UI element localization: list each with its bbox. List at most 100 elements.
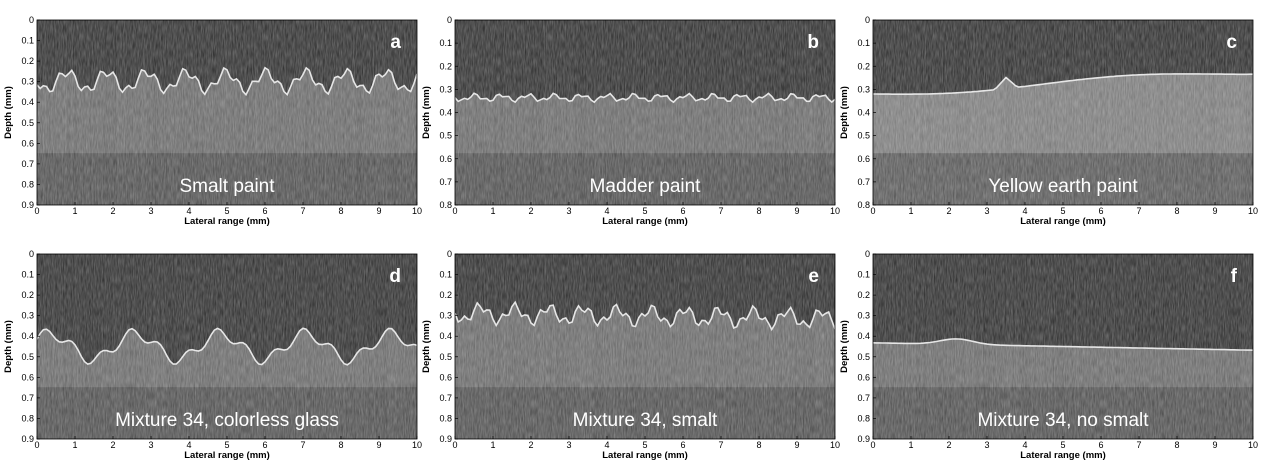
y-tick-label: 0.4 [857,108,870,118]
y-tick-label: 0.7 [857,177,870,187]
x-tick-label: 2 [946,440,951,450]
x-tick-label: 1 [490,440,495,450]
x-tick-label: 4 [1022,206,1027,216]
panel-c: 0 1 2 3 4 5 6 7 8 9 10 0 0.1 0.2 0.3 0.4 0.5 0.6 0.7 0.8 Lat… [839,15,1258,227]
y-tick-label: 0 [447,15,452,25]
y-tick-label: 0.8 [439,200,452,210]
x-tick-label: 9 [376,440,381,450]
x-tick-label: 2 [528,440,533,450]
y-tick-label: 0.9 [21,434,34,444]
y-axis-label: Depth (mm) [3,86,14,139]
x-tick-label: 10 [1248,206,1258,216]
x-tick-label: 9 [1212,440,1217,450]
x-tick-label: 7 [1136,440,1141,450]
y-tick-label: 0.1 [21,36,34,46]
y-tick-label: 0.5 [857,131,870,141]
x-tick-label: 6 [680,440,685,450]
x-tick-label: 2 [110,440,115,450]
panel-letter: c [1226,32,1237,53]
x-tick-label: 6 [262,440,267,450]
x-tick-label: 5 [224,440,229,450]
x-tick-label: 4 [1022,440,1027,450]
x-tick-label: 5 [224,206,229,216]
y-tick-label: 0.9 [439,434,452,444]
y-tick-label: 0 [29,249,34,259]
x-tick-label: 1 [490,206,495,216]
y-tick-label: 0.7 [21,393,34,403]
x-tick-label: 3 [566,206,571,216]
panel-f: 0 1 2 3 4 5 6 7 8 9 10 0 0.1 0.2 0.3 0.4 0.5 0.6 0.7 0.8 0.9… [839,249,1258,461]
panel-caption: Yellow earth paint [988,176,1138,197]
y-tick-label: 0.3 [439,311,452,321]
x-tick-label: 7 [300,206,305,216]
x-tick-label: 10 [412,206,422,216]
x-tick-label: 4 [186,206,191,216]
x-tick-label: 8 [338,206,343,216]
x-tick-label: 4 [604,206,609,216]
x-tick-label: 2 [946,206,951,216]
x-tick-label: 3 [148,440,153,450]
x-tick-label: 8 [338,440,343,450]
y-tick-label: 0.5 [857,352,870,362]
surface-line [36,327,418,366]
x-tick-label: 5 [642,206,647,216]
y-tick-label: 0.5 [21,352,34,362]
x-tick-label: 7 [1136,206,1141,216]
vertical-streaks [37,20,417,205]
y-tick-label: 0.7 [439,177,452,187]
x-tick-label: 4 [604,440,609,450]
surface-line [872,338,1254,351]
y-tick-label: 0.2 [857,61,870,71]
surface-line [873,73,1253,95]
y-tick-label: 0.8 [439,413,452,423]
x-tick-label: 3 [566,440,571,450]
y-tick-label: 0.8 [21,413,34,423]
y-tick-label: 0 [865,15,870,25]
y-tick-label: 0.5 [439,131,452,141]
x-axis-label: Lateral range (mm) [184,450,270,461]
x-tick-label: 8 [1174,206,1179,216]
x-tick-label: 7 [300,440,305,450]
y-tick-label: 0.3 [439,84,452,94]
x-tick-label: 6 [680,206,685,216]
x-tick-label: 1 [908,440,913,450]
panel-caption: Mixture 34, no smalt [977,410,1149,431]
panel-a: 0 1 2 3 4 5 6 7 8 9 10 0 0.1 0.2 0.3 0.4 0.5 0.6 0.7 0.8 0.9… [3,15,422,227]
panel-caption: Mixture 34, smalt [573,410,718,431]
x-tick-label: 6 [1098,206,1103,216]
y-tick-label: 0.8 [857,200,870,210]
vertical-streaks [37,254,417,439]
x-tick-label: 5 [1060,440,1065,450]
y-tick-label: 0.3 [857,311,870,321]
x-axis-label: Lateral range (mm) [1020,450,1106,461]
y-tick-label: 0.2 [21,290,34,300]
panel-b: 0 1 2 3 4 5 6 7 8 9 10 0 0.1 0.2 0.3 0.4 0.5 0.6 0.7 0.8 Lat… [421,15,840,227]
y-tick-label: 0.6 [857,372,870,382]
y-tick-label: 0.6 [439,372,452,382]
panel-caption: Mixture 34, colorless glass [115,410,339,431]
panel-e: 0 1 2 3 4 5 6 7 8 9 10 0 0.1 0.2 0.3 0.4 0.5 0.6 0.7 0.8 0.9… [421,249,840,461]
y-tick-label: 0.1 [21,270,34,280]
y-tick-label: 0.3 [857,84,870,94]
y-tick-label: 0.1 [439,270,452,280]
x-tick-label: 10 [1248,440,1258,450]
y-tick-label: 0.8 [21,179,34,189]
panel-letter: b [807,32,819,53]
x-tick-label: 3 [984,206,989,216]
x-tick-label: 6 [1098,440,1103,450]
x-tick-label: 1 [908,206,913,216]
x-axis-label: Lateral range (mm) [1020,216,1106,227]
surface-line [36,66,418,97]
x-tick-label: 10 [412,440,422,450]
x-tick-label: 9 [376,206,381,216]
x-tick-label: 5 [642,440,647,450]
y-tick-label: 0.4 [439,108,452,118]
x-tick-label: 0 [870,206,875,216]
y-tick-label: 0.6 [21,138,34,148]
panel-caption: Madder paint [590,176,702,197]
y-tick-label: 0.3 [21,77,34,87]
y-tick-label: 0.1 [439,38,452,48]
x-tick-label: 0 [34,440,39,450]
x-tick-label: 5 [1060,206,1065,216]
x-tick-label: 6 [262,206,267,216]
